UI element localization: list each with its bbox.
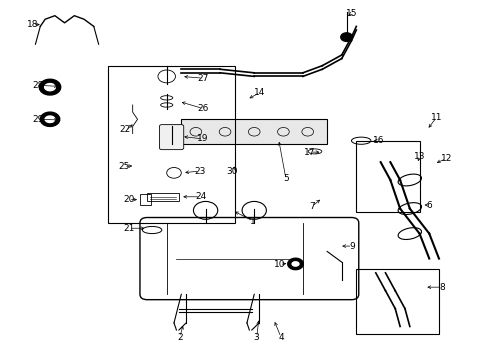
Bar — [356, 141, 419, 212]
Text: 1: 1 — [250, 217, 256, 226]
Text: 25: 25 — [118, 162, 129, 171]
Circle shape — [340, 33, 352, 41]
Text: 12: 12 — [440, 154, 451, 163]
Text: 3: 3 — [253, 333, 259, 342]
Text: 27: 27 — [197, 74, 208, 83]
Text: 7: 7 — [308, 202, 314, 211]
Text: 5: 5 — [283, 174, 288, 183]
Text: 20: 20 — [123, 195, 134, 204]
Bar — [108, 66, 234, 223]
Text: 19: 19 — [197, 134, 208, 143]
Text: 23: 23 — [194, 167, 205, 176]
Text: 2: 2 — [177, 333, 183, 342]
Text: 6: 6 — [426, 201, 431, 210]
Text: 9: 9 — [349, 242, 355, 251]
Bar — [147, 193, 179, 202]
Text: 10: 10 — [273, 260, 285, 269]
Text: 21: 21 — [123, 224, 134, 233]
Text: 11: 11 — [430, 113, 442, 122]
Text: 8: 8 — [438, 283, 444, 292]
Text: 4: 4 — [278, 333, 283, 342]
Text: 18: 18 — [27, 20, 39, 29]
Text: 26: 26 — [197, 104, 208, 113]
Bar — [140, 194, 150, 205]
Text: 17: 17 — [304, 148, 315, 157]
FancyBboxPatch shape — [159, 125, 183, 150]
Text: 16: 16 — [372, 136, 383, 145]
Text: 30: 30 — [226, 167, 238, 176]
Text: 13: 13 — [413, 152, 425, 161]
Text: 15: 15 — [345, 9, 357, 18]
Bar — [356, 269, 438, 334]
Text: 28: 28 — [32, 81, 43, 90]
Text: 22: 22 — [120, 126, 131, 135]
Text: 14: 14 — [254, 88, 265, 97]
Text: 29: 29 — [32, 115, 43, 124]
Bar — [181, 119, 326, 144]
Text: 24: 24 — [195, 192, 206, 201]
